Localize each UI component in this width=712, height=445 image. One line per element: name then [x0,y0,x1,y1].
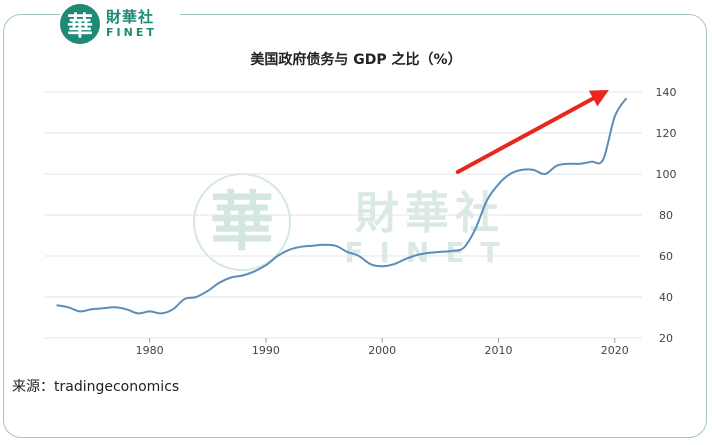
y-axis-ticks: 20 40 60 80 100 120 140 [656,86,677,345]
y-tick-label-80: 80 [659,209,673,222]
watermark-seal-char: 華 [210,185,274,260]
annotation-arrow-head-0 [588,90,609,107]
x-tick-label-1980: 1980 [136,344,164,357]
y-tick-label-60: 60 [659,250,673,263]
logo-seal-icon: 華 [60,4,100,44]
x-tick-label-1990: 1990 [252,344,280,357]
y-tick-label-20: 20 [659,332,673,345]
y-tick-label-40: 40 [659,291,673,304]
x-tick-label-2000: 2000 [368,344,396,357]
brand-logo: 華 財華社 FINET [60,2,180,46]
y-tick-label-100: 100 [656,168,677,181]
annotation-layer [455,90,609,174]
grid-lines [45,91,642,339]
series-layer [56,97,628,315]
x-axis-ticks: 1980 1990 2000 2010 2020 [136,338,629,357]
y-tick-label-140: 140 [656,86,677,99]
logo-wordmark: 財華社 FINET [106,8,157,39]
logo-name-cn: 財華社 [106,8,155,26]
card-frame [3,14,707,438]
x-tick-label-2020: 2020 [601,344,629,357]
y-tick-label-120: 120 [656,127,677,140]
x-tick-label-2010: 2010 [484,344,512,357]
chart-title: 美国政府债务与 GDP 之比（%） [250,52,462,68]
logo-name-en: FINET [106,26,157,39]
annotation-arrow-shaft-0 [455,96,596,174]
series-line-0 [56,97,628,315]
logo-seal-char: 華 [66,11,93,42]
source-note: 来源：tradingeconomics [12,379,180,395]
